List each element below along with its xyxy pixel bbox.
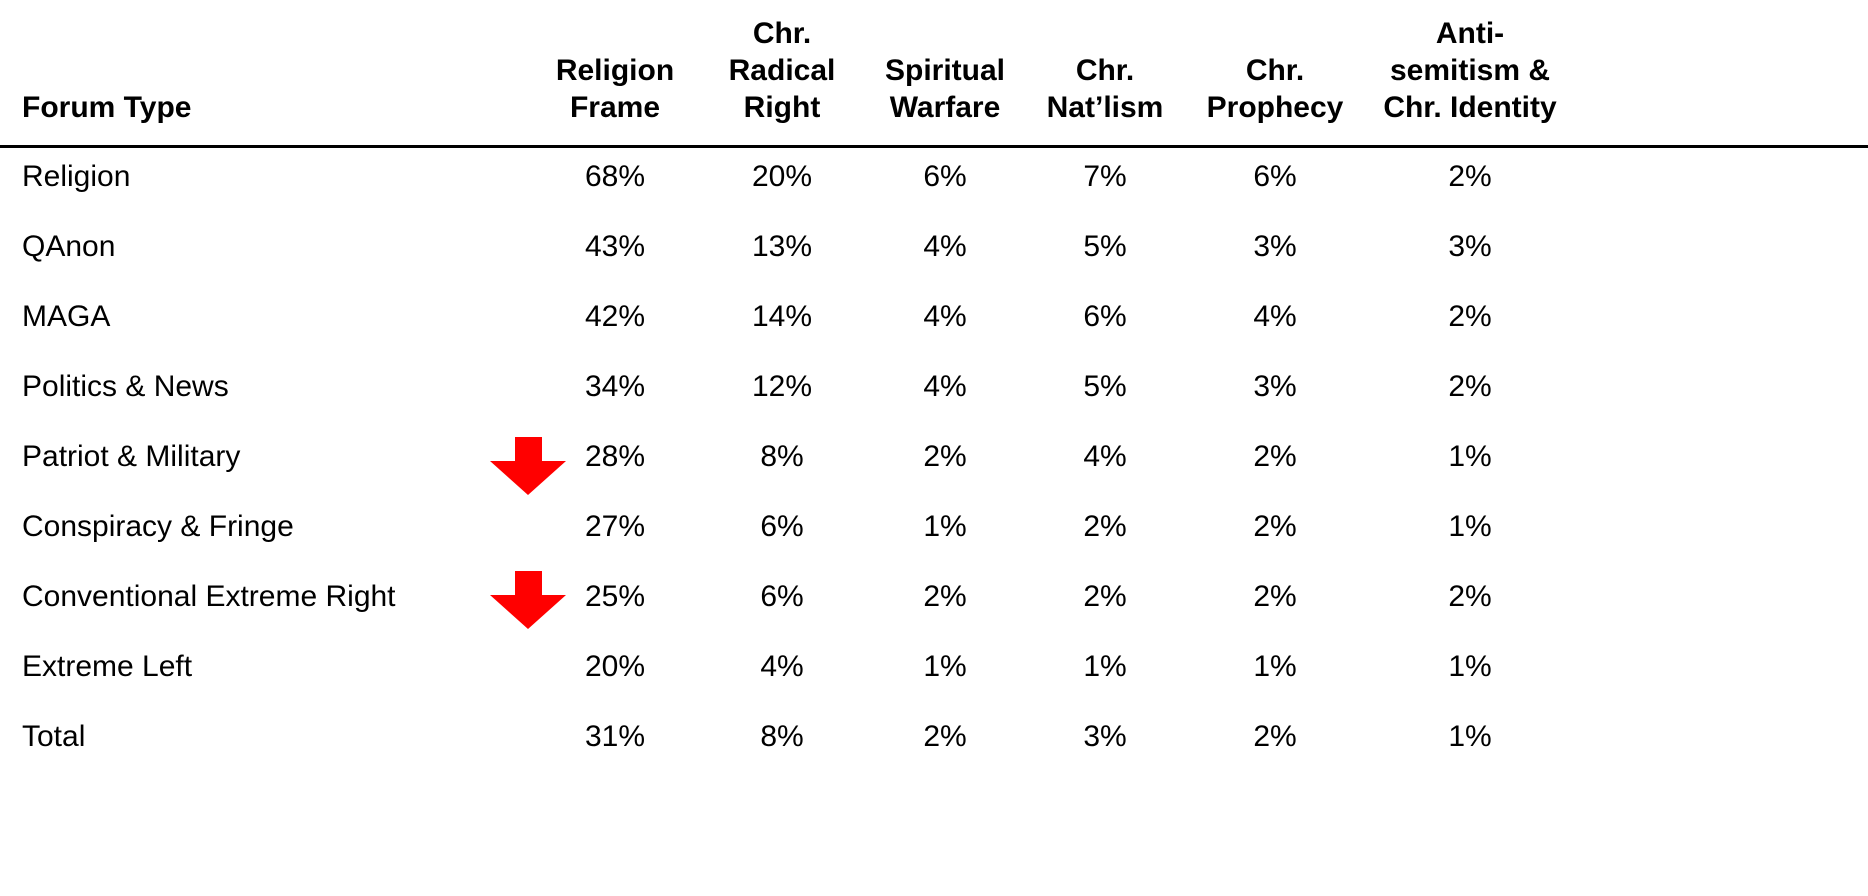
table-cell: 3% bbox=[1083, 720, 1127, 753]
down-arrow bbox=[490, 437, 566, 495]
table-cell: 34% bbox=[584, 370, 646, 403]
table-cell: 6% bbox=[923, 160, 967, 193]
table-cell: 6% bbox=[760, 580, 804, 613]
table-cell: 3% bbox=[1448, 230, 1492, 263]
row-label: Politics & News bbox=[22, 370, 229, 403]
row-label: Extreme Left bbox=[22, 650, 193, 683]
column-header: Chr. Nat’lism bbox=[1046, 54, 1164, 124]
table-cell: 4% bbox=[923, 230, 967, 263]
table-cell: 3% bbox=[1253, 230, 1297, 263]
table-cell: 1% bbox=[1083, 650, 1127, 683]
table-cell: 4% bbox=[1083, 440, 1127, 473]
table-cell: 68% bbox=[584, 160, 646, 193]
row-label: Patriot & Military bbox=[22, 440, 241, 473]
table-cell: 27% bbox=[584, 510, 646, 543]
table-cell: 7% bbox=[1083, 160, 1127, 193]
table-cell: 28% bbox=[584, 440, 646, 473]
table-cell: 4% bbox=[923, 300, 967, 333]
table-cell: 20% bbox=[751, 160, 813, 193]
table-cell: 2% bbox=[1448, 300, 1492, 333]
table-cell: 20% bbox=[584, 650, 646, 683]
table-cell: 2% bbox=[1083, 510, 1127, 543]
table-cell: 1% bbox=[1253, 650, 1297, 683]
table-cell: 13% bbox=[751, 230, 813, 263]
row-label: Conspiracy & Fringe bbox=[22, 510, 294, 543]
table-cell: 6% bbox=[1083, 300, 1127, 333]
table-cell: 2% bbox=[1253, 510, 1297, 543]
table-cell: 3% bbox=[1253, 370, 1297, 403]
table-cell: 1% bbox=[923, 510, 967, 543]
table-cell: 14% bbox=[751, 300, 813, 333]
table-cell: 1% bbox=[1448, 720, 1492, 753]
table-cell: 25% bbox=[584, 580, 646, 613]
column-header: Anti- semitism & Chr. Identity bbox=[1383, 17, 1557, 124]
column-header: Chr. Radical Right bbox=[728, 17, 836, 124]
table-cell: 2% bbox=[1083, 580, 1127, 613]
column-header: Religion Frame bbox=[555, 54, 675, 124]
table-cell: 4% bbox=[1253, 300, 1297, 333]
row-label: Religion bbox=[22, 160, 131, 193]
table-cell: 1% bbox=[1448, 650, 1492, 683]
table-cell: 2% bbox=[1253, 720, 1297, 753]
table-cell: 8% bbox=[760, 440, 804, 473]
row-label: MAGA bbox=[22, 300, 111, 333]
table-cell: 1% bbox=[1448, 510, 1492, 543]
table-cell: 2% bbox=[1448, 580, 1492, 613]
column-header: Chr. Prophecy bbox=[1206, 54, 1344, 124]
column-header: Forum Type bbox=[22, 91, 192, 124]
table-cell: 2% bbox=[1448, 370, 1492, 403]
table-cell: 12% bbox=[751, 370, 813, 403]
table-cell: 2% bbox=[1448, 160, 1492, 193]
table-cell: 2% bbox=[923, 720, 967, 753]
table-cell: 2% bbox=[1253, 440, 1297, 473]
table-cell: 31% bbox=[584, 720, 646, 753]
table-cell: 43% bbox=[584, 230, 646, 263]
table-cell: 42% bbox=[584, 300, 646, 333]
table-cell: 4% bbox=[923, 370, 967, 403]
table-cell: 5% bbox=[1083, 370, 1127, 403]
table-cell: 2% bbox=[1253, 580, 1297, 613]
down-arrow bbox=[490, 571, 566, 629]
header-rule bbox=[0, 145, 1868, 148]
table-cell: 2% bbox=[923, 580, 967, 613]
table-cell: 2% bbox=[923, 440, 967, 473]
table-cell: 1% bbox=[1448, 440, 1492, 473]
row-label: Total bbox=[22, 720, 86, 753]
table-cell: 6% bbox=[760, 510, 804, 543]
row-label: Conventional Extreme Right bbox=[22, 580, 396, 613]
column-header: Spiritual Warfare bbox=[884, 54, 1005, 124]
table-cell: 5% bbox=[1083, 230, 1127, 263]
table-cell: 6% bbox=[1253, 160, 1297, 193]
table-cell: 1% bbox=[923, 650, 967, 683]
table-cell: 4% bbox=[760, 650, 804, 683]
table-cell: 8% bbox=[760, 720, 804, 753]
row-label: QAnon bbox=[22, 230, 116, 263]
